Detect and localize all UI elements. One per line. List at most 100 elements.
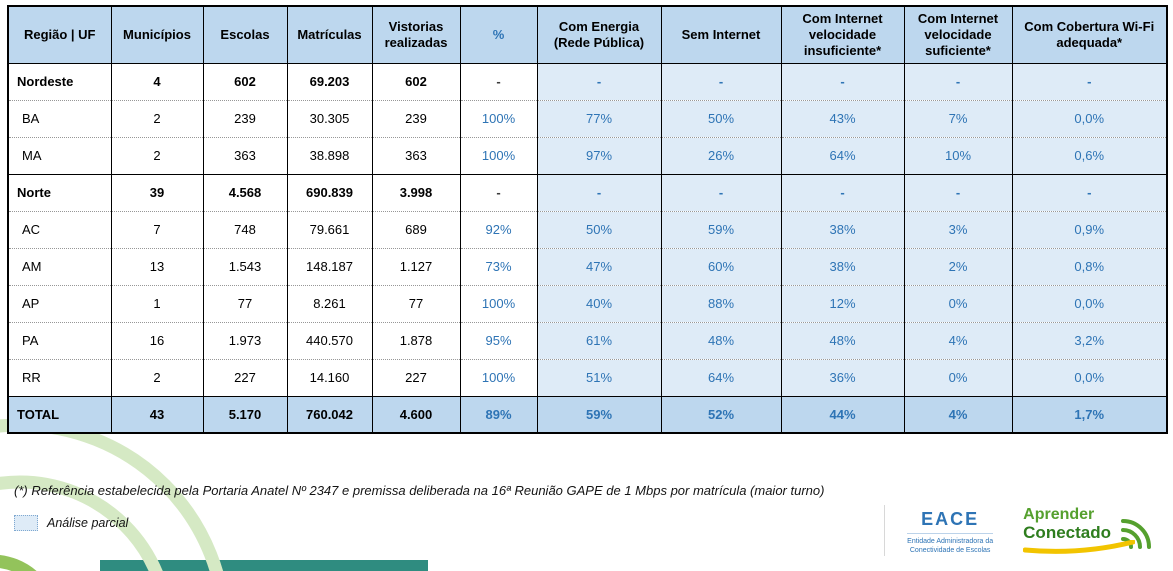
cell: 100% — [459, 358, 537, 396]
aprender-conectado-logo: Aprender Conectado — [1023, 505, 1151, 554]
eace-logo-subtitle: Entidade Administradora da Conectividade… — [907, 537, 993, 556]
table-row-rr: RR 2 227 14.160 227 100% 51% 64% 36% 0% 0,0% — [7, 358, 1167, 396]
cell: - — [660, 62, 781, 100]
cell: 0,6% — [1011, 136, 1167, 174]
table-row-nordeste: Nordeste 4 602 69.203 602- - - - - - — [7, 62, 1167, 100]
row-label: AP — [7, 284, 111, 322]
cell: - — [536, 173, 661, 211]
cell: 60% — [660, 247, 781, 285]
cell: 4.568 — [202, 173, 287, 211]
column-header-3: Matrículas — [286, 6, 372, 64]
cell: 100% — [459, 284, 537, 322]
cell: 69.203 — [286, 62, 372, 100]
cell: 44% — [780, 395, 904, 433]
cell: 47% — [536, 247, 661, 285]
table-row-total: TOTAL 43 5.170 760.042 4.600 89% 59% 52% 44% 4% 1,… — [7, 395, 1167, 433]
cell: 61% — [536, 321, 661, 359]
cell: 227 — [371, 358, 460, 396]
table-row-ma: MA 2 363 38.898 363 100% 97% 26% 64% 10% 0,6% — [7, 136, 1167, 174]
legend-swatch — [14, 515, 38, 531]
footnote: (*) Referência estabelecida pela Portari… — [14, 483, 825, 498]
cell: 1.878 — [371, 321, 460, 359]
cell: 1.127 — [371, 247, 460, 285]
cell: 64% — [780, 136, 904, 174]
connectivity-table: Região | UF Municípios Escolas Matrículas Vi… — [7, 5, 1168, 434]
column-header-1: Municípios — [110, 6, 203, 64]
cell: 36% — [780, 358, 904, 396]
table-row-norte: Norte 39 4.568 690.839 3.998- - - - - - — [7, 173, 1167, 211]
cell: - — [780, 62, 904, 100]
row-label: AC — [7, 210, 111, 248]
cell: 2 — [110, 358, 203, 396]
cell: 3.998 — [371, 173, 460, 211]
cell: 689 — [371, 210, 460, 248]
cell: 10% — [903, 136, 1012, 174]
cell: - — [903, 62, 1012, 100]
cell: - — [660, 173, 781, 211]
legend: Análise parcial — [14, 515, 128, 531]
cell: 3% — [903, 210, 1012, 248]
cell: - — [459, 62, 537, 100]
cell: 73% — [459, 247, 537, 285]
cell: 100% — [459, 136, 537, 174]
column-header-0: Região | UF — [7, 6, 111, 64]
cell: 690.839 — [286, 173, 372, 211]
cell: 59% — [660, 210, 781, 248]
cell: 4.600 — [371, 395, 460, 433]
cell: 4% — [903, 395, 1012, 433]
column-header-10: Com Cobertura Wi-Fi adequada* — [1011, 6, 1167, 64]
cell: 0,0% — [1011, 99, 1167, 137]
cell: 64% — [660, 358, 781, 396]
cell: 77 — [371, 284, 460, 322]
cell: 39 — [110, 173, 203, 211]
cell: 13 — [110, 247, 203, 285]
column-header-4: Vistorias realizadas — [371, 6, 460, 64]
eace-logo: EACE Entidade Administradora da Conectiv… — [884, 505, 994, 556]
cell: 52% — [660, 395, 781, 433]
row-label: RR — [7, 358, 111, 396]
cell: 43% — [780, 99, 904, 137]
cell: 602 — [202, 62, 287, 100]
table-header: Região | UF Municípios Escolas Matrículas Vi… — [7, 6, 1167, 64]
cell: 0,8% — [1011, 247, 1167, 285]
column-header-2: Escolas — [202, 6, 287, 64]
decorative-arc-outer — [0, 418, 224, 571]
column-header-5: % — [459, 6, 537, 64]
cell: 363 — [202, 136, 287, 174]
cell: 0,0% — [1011, 284, 1167, 322]
logos: EACE Entidade Administradora da Conectiv… — [884, 505, 1151, 556]
cell: 0% — [903, 358, 1012, 396]
row-label: PA — [7, 321, 111, 359]
cell: 7% — [903, 99, 1012, 137]
column-header-9: Com Internet velocidade suficiente* — [903, 6, 1012, 64]
cell: - — [1011, 62, 1167, 100]
cell: 38.898 — [286, 136, 372, 174]
cell: 2 — [110, 136, 203, 174]
legend-label: Análise parcial — [47, 516, 129, 530]
cell: 50% — [660, 99, 781, 137]
cell: 0% — [903, 284, 1012, 322]
cell: 363 — [371, 136, 460, 174]
cell: 148.187 — [286, 247, 372, 285]
aprender-conectado-line2: Conectado — [1023, 522, 1111, 542]
decorative-arc-corner — [0, 554, 37, 571]
cell: 748 — [202, 210, 287, 248]
eace-logo-subtitle-line1: Entidade Administradora da — [907, 538, 994, 545]
row-label: BA — [7, 99, 111, 137]
cell: 14.160 — [286, 358, 372, 396]
cell: 12% — [780, 284, 904, 322]
table-row-ac: AC 7 748 79.661 689 92% 50% 59% 38% 3% 0,9% — [7, 210, 1167, 248]
row-label: Norte — [7, 173, 111, 211]
cell: 760.042 — [286, 395, 372, 433]
aprender-conectado-line1: Aprender — [1023, 506, 1095, 523]
table-row-ap: AP 1 77 8.261 77 100% 40% 88% 12% 0% 0,0% — [7, 284, 1167, 322]
cell: 8.261 — [286, 284, 372, 322]
cell: 7 — [110, 210, 203, 248]
cell: - — [536, 62, 661, 100]
cell: 38% — [780, 210, 904, 248]
cell: 0,9% — [1011, 210, 1167, 248]
cell: 239 — [202, 99, 287, 137]
cell: 51% — [536, 358, 661, 396]
row-label: Nordeste — [7, 62, 111, 100]
cell: 48% — [660, 321, 781, 359]
